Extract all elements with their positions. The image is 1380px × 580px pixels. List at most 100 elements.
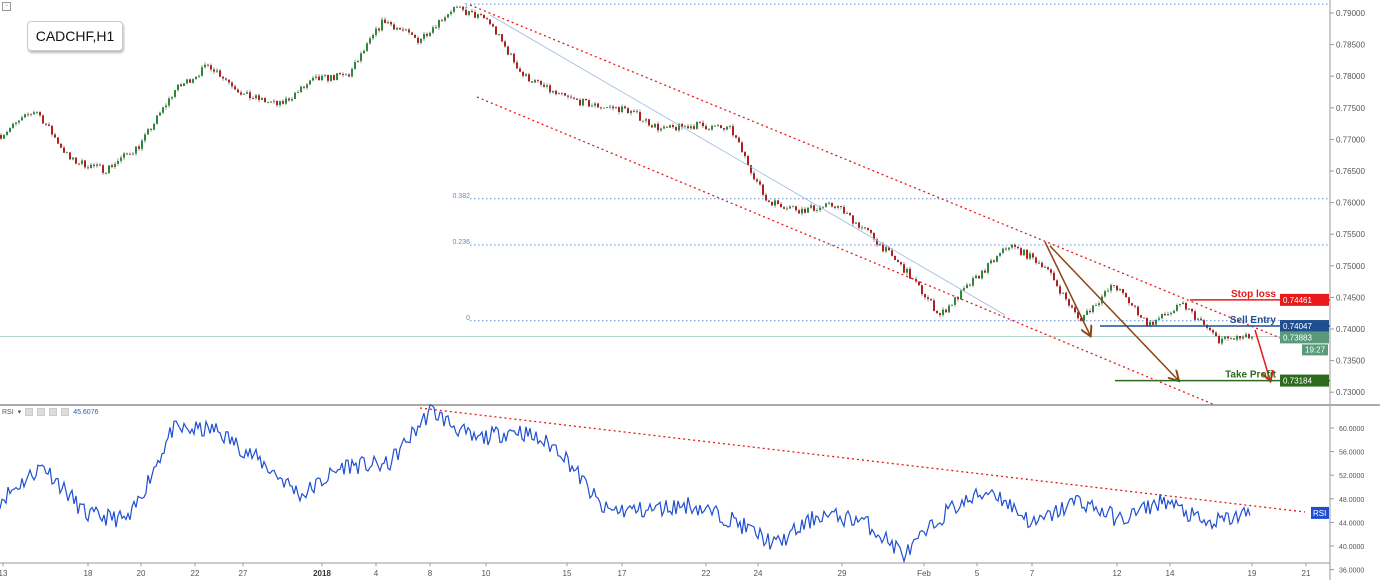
- price-tick-label: 0.79000: [1336, 9, 1365, 18]
- candle: [306, 84, 308, 88]
- candle: [720, 125, 722, 129]
- time-tick-label: 22: [191, 569, 200, 578]
- candle: [762, 184, 764, 195]
- candle: [84, 160, 86, 168]
- candle: [1203, 320, 1205, 325]
- candle: [513, 53, 515, 63]
- candle: [750, 165, 752, 174]
- candle: [1092, 305, 1094, 313]
- candle: [384, 19, 386, 24]
- rsi-tick-label: 52.0000: [1339, 473, 1364, 480]
- visibility-icon[interactable]: [25, 408, 34, 416]
- candle: [696, 121, 698, 129]
- candle: [546, 85, 548, 87]
- candle: [498, 34, 500, 35]
- candle: [1104, 291, 1106, 297]
- candle: [510, 53, 512, 55]
- candle: [882, 243, 884, 252]
- level-price-value: 0.74461: [1283, 296, 1312, 305]
- candle: [588, 100, 590, 107]
- candle: [60, 143, 62, 148]
- candle: [6, 131, 8, 135]
- candle: [1050, 269, 1052, 273]
- candle: [66, 152, 68, 154]
- level-label: Stop loss: [1231, 289, 1276, 300]
- candle: [240, 92, 242, 95]
- settings-icon[interactable]: [37, 408, 46, 416]
- time-tick-label: 29: [838, 569, 847, 578]
- candle: [282, 101, 284, 104]
- candle: [630, 111, 632, 113]
- candle: [489, 19, 491, 25]
- candle: [207, 64, 209, 66]
- candle: [1245, 334, 1247, 337]
- candle: [972, 278, 974, 286]
- candle: [1236, 335, 1238, 340]
- candle: [861, 227, 863, 229]
- candle: [912, 278, 914, 280]
- candle: [948, 305, 950, 313]
- candle: [711, 125, 713, 130]
- candle: [936, 310, 938, 314]
- fib-level-label: 1: [464, 3, 468, 10]
- candle: [1071, 305, 1073, 308]
- candle: [993, 260, 995, 262]
- candle: [114, 163, 116, 167]
- countdown-badge: [1302, 344, 1328, 356]
- candle: [672, 125, 674, 128]
- candle: [1074, 307, 1076, 313]
- candle: [1233, 338, 1235, 340]
- candle: [429, 32, 431, 36]
- candle: [1248, 334, 1250, 339]
- candle: [444, 17, 446, 21]
- candle: [921, 285, 923, 295]
- candle: [24, 114, 26, 118]
- collapse-icon[interactable]: −: [2, 2, 11, 11]
- candle: [999, 252, 1001, 256]
- candle: [111, 165, 113, 167]
- candle: [378, 28, 380, 31]
- candle: [705, 126, 707, 130]
- add-icon[interactable]: [49, 408, 58, 416]
- candle: [492, 24, 494, 27]
- price-tick-label: 0.77500: [1336, 104, 1365, 113]
- candle: [954, 297, 956, 305]
- rsi-dropdown-icon[interactable]: ▾: [17, 409, 22, 416]
- candle: [30, 114, 32, 115]
- candle: [585, 98, 587, 101]
- candle: [255, 95, 257, 99]
- candle: [453, 6, 455, 12]
- candle: [135, 146, 137, 154]
- candle: [1014, 244, 1016, 247]
- candle: [849, 213, 851, 216]
- candle: [888, 247, 890, 251]
- candle: [987, 263, 989, 273]
- candle: [846, 213, 848, 214]
- candle: [162, 107, 164, 113]
- candle: [1098, 303, 1100, 306]
- candle: [612, 106, 614, 109]
- candle: [39, 112, 41, 116]
- candle: [222, 76, 224, 79]
- candle: [315, 76, 317, 78]
- candle: [357, 61, 359, 63]
- candle: [1023, 249, 1025, 256]
- price-tick-label: 0.75500: [1336, 230, 1365, 239]
- candle: [1017, 246, 1019, 249]
- close-icon[interactable]: [61, 408, 70, 416]
- candle: [1149, 321, 1151, 326]
- candle: [975, 275, 977, 279]
- candle: [927, 297, 929, 300]
- candle: [1107, 290, 1109, 292]
- candle: [90, 164, 92, 169]
- candle: [1119, 288, 1121, 291]
- candle: [990, 260, 992, 264]
- candle: [597, 103, 599, 108]
- candle: [117, 160, 119, 164]
- candle: [702, 122, 704, 127]
- candle: [891, 250, 893, 256]
- candle: [681, 123, 683, 128]
- candle: [969, 284, 971, 286]
- candle: [99, 164, 101, 166]
